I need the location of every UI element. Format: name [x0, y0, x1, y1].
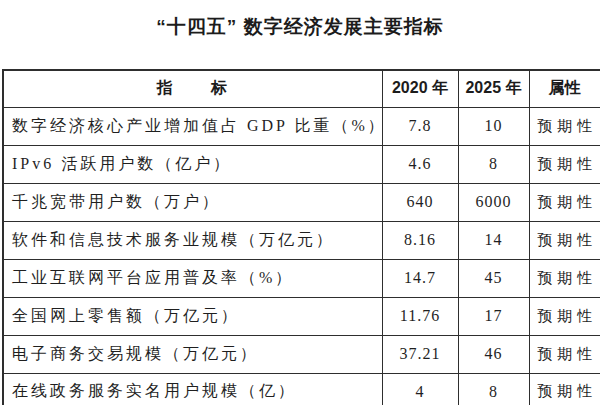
cell-attribute: 预期性 — [529, 297, 600, 335]
cell-indicator: 千兆宽带用户数（万户） — [3, 183, 382, 221]
cell-attribute: 预期性 — [529, 221, 600, 259]
table-row: 千兆宽带用户数（万户）6406000预期性 — [3, 183, 600, 221]
indicators-table: 指 标 2020 年 2025 年 属性 数字经济核心产业增加值占 GDP 比重… — [2, 69, 600, 405]
cell-indicator: 电子商务交易规模（万亿元） — [3, 335, 382, 373]
cell-indicator: 工业互联网平台应用普及率（%） — [3, 259, 382, 297]
header-row: 指 标 2020 年 2025 年 属性 — [3, 70, 600, 107]
cell-2020: 8.16 — [382, 221, 458, 259]
cell-2020: 11.76 — [382, 297, 458, 335]
table-body: 数字经济核心产业增加值占 GDP 比重（%）7.810预期性IPv6 活跃用户数… — [3, 107, 600, 405]
header-2020: 2020 年 — [382, 70, 458, 107]
cell-attribute: 预期性 — [529, 259, 600, 297]
document-page: “十四五” 数字经济发展主要指标 指 标 2020 年 2025 年 属性 数字… — [0, 12, 600, 405]
cell-attribute: 预期性 — [529, 145, 600, 183]
cell-2020: 14.7 — [382, 259, 458, 297]
cell-2025: 10 — [458, 107, 529, 145]
cell-2020: 7.8 — [382, 107, 458, 145]
cell-2025: 6000 — [458, 183, 529, 221]
table-row: 在线政务服务实名用户规模（亿）48预期性 — [3, 373, 600, 405]
cell-2025: 8 — [458, 373, 529, 405]
table-row: IPv6 活跃用户数（亿户）4.68预期性 — [3, 145, 600, 183]
cell-2025: 45 — [458, 259, 529, 297]
cell-2025: 8 — [458, 145, 529, 183]
header-attribute: 属性 — [529, 70, 600, 107]
cell-indicator: 软件和信息技术服务业规模（万亿元） — [3, 221, 382, 259]
cell-indicator: 全国网上零售额（万亿元） — [3, 297, 382, 335]
table-row: 电子商务交易规模（万亿元）37.2146预期性 — [3, 335, 600, 373]
table-row: 数字经济核心产业增加值占 GDP 比重（%）7.810预期性 — [3, 107, 600, 145]
cell-2020: 4.6 — [382, 145, 458, 183]
cell-attribute: 预期性 — [529, 183, 600, 221]
cell-2025: 46 — [458, 335, 529, 373]
cell-indicator: IPv6 活跃用户数（亿户） — [3, 145, 382, 183]
table-row: 工业互联网平台应用普及率（%）14.745预期性 — [3, 259, 600, 297]
cell-2025: 17 — [458, 297, 529, 335]
table-row: 全国网上零售额（万亿元）11.7617预期性 — [3, 297, 600, 335]
cell-2020: 640 — [382, 183, 458, 221]
header-indicator: 指 标 — [3, 70, 382, 107]
cell-2020: 4 — [382, 373, 458, 405]
table-row: 软件和信息技术服务业规模（万亿元）8.1614预期性 — [3, 221, 600, 259]
cell-2020: 37.21 — [382, 335, 458, 373]
cell-2025: 14 — [458, 221, 529, 259]
cell-attribute: 预期性 — [529, 335, 600, 373]
header-2025: 2025 年 — [458, 70, 529, 107]
table-title: “十四五” 数字经济发展主要指标 — [0, 12, 600, 42]
cell-indicator: 在线政务服务实名用户规模（亿） — [3, 373, 382, 405]
cell-attribute: 预期性 — [529, 373, 600, 405]
cell-indicator: 数字经济核心产业增加值占 GDP 比重（%） — [3, 107, 382, 145]
cell-attribute: 预期性 — [529, 107, 600, 145]
